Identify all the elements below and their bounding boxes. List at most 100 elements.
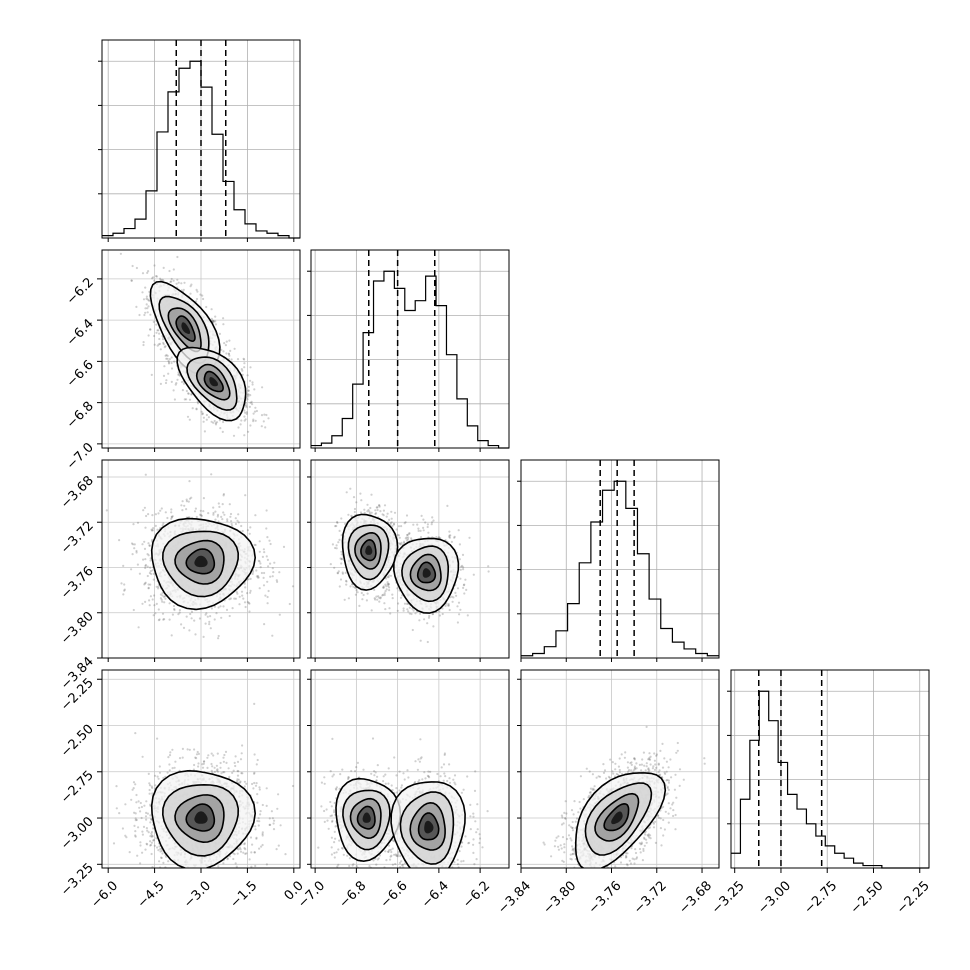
scatter-point [385, 588, 388, 591]
scatter-point [396, 533, 399, 537]
scatter-point [118, 539, 121, 542]
scatter-point [222, 511, 225, 514]
scatter-point [119, 252, 122, 255]
scatter-point [215, 421, 219, 424]
scatter-point [382, 514, 385, 517]
scatter-point [319, 583, 321, 585]
scatter-point [243, 358, 246, 361]
scatter-point [213, 605, 216, 608]
scatter-point [267, 417, 270, 420]
scatter-point [147, 334, 150, 337]
scatter-point [214, 422, 217, 425]
scatter-point [268, 539, 271, 542]
scatter-point [165, 379, 168, 382]
scatter-point [213, 618, 216, 621]
scatter-point [185, 615, 188, 618]
scatter-point [163, 365, 166, 368]
scatter-point [247, 395, 250, 398]
scatter-point [378, 600, 381, 603]
scatter-point [172, 389, 175, 392]
scatter-point [164, 595, 167, 598]
scatter-point [159, 593, 162, 596]
scatter-point [256, 574, 260, 578]
scatter-point [177, 281, 180, 284]
scatter-point [155, 275, 158, 278]
scatter-point [153, 343, 156, 346]
scatter-point [228, 598, 231, 601]
scatter-point [422, 518, 425, 521]
scatter-point [384, 590, 387, 593]
scatter-point [208, 620, 211, 624]
histogram-panel-1 [307, 249, 510, 449]
scatter-point [378, 596, 381, 599]
scatter-point [263, 571, 266, 575]
scatter-point [345, 491, 348, 494]
scatter-point [240, 590, 244, 593]
scatter-point [487, 565, 490, 568]
scatter-point [408, 532, 411, 535]
scatter-point [388, 586, 391, 589]
scatter-point [157, 619, 160, 622]
scatter-point [341, 572, 344, 575]
scatter-point [249, 589, 252, 593]
scatter-point [130, 279, 133, 282]
scatter-point [244, 586, 247, 589]
scatter-point [202, 635, 205, 639]
scatter-point [162, 618, 165, 621]
scatter-point [209, 615, 212, 618]
scatter-point [190, 617, 193, 620]
scatter-point [195, 408, 198, 411]
scatter-point [249, 379, 252, 382]
scatter-point [383, 602, 386, 605]
scatter-point [447, 604, 450, 607]
scatter-point [163, 346, 166, 349]
scatter-point [265, 527, 268, 530]
scatter-point [465, 588, 468, 592]
scatter-point [214, 323, 217, 326]
scatter-point [271, 575, 274, 578]
scatter-point [405, 539, 408, 542]
scatter-point [186, 415, 190, 418]
scatter-point [383, 593, 386, 597]
scatter-point [377, 595, 380, 598]
scatter-point [334, 546, 337, 550]
scatter-point [410, 612, 413, 616]
scatter-point [147, 587, 150, 590]
scatter-point [167, 359, 170, 363]
scatter-point [406, 533, 409, 537]
scatter-point [123, 583, 126, 586]
scatter-point [162, 343, 165, 346]
scatter-point [183, 281, 186, 284]
scatter-point [142, 558, 145, 561]
scatter-point [278, 613, 281, 616]
scatter-point [223, 342, 226, 345]
scatter-point [147, 299, 150, 302]
scatter-point [147, 586, 150, 590]
scatter-point [200, 410, 203, 413]
scatter-point [267, 589, 270, 593]
scatter-point [163, 618, 166, 621]
scatter-point [136, 521, 140, 524]
scatter-point [142, 343, 145, 347]
scatter-point [130, 542, 134, 545]
scatter-point [389, 521, 392, 525]
scatter-point [353, 510, 356, 514]
scatter-point [214, 320, 217, 323]
scatter-point [265, 413, 268, 417]
scatter-point [195, 300, 198, 303]
scatter-point [212, 421, 215, 424]
scatter-point [162, 341, 165, 344]
scatter-point [338, 529, 341, 533]
scatter-point [219, 605, 222, 608]
scatter-point [228, 503, 231, 506]
scatter-point [265, 509, 268, 512]
scatter-point [262, 420, 265, 423]
scatter-point [263, 623, 266, 626]
scatter-point [249, 591, 252, 594]
scatter-point [248, 602, 251, 605]
scatter-point [234, 597, 237, 600]
scatter-point [122, 564, 125, 568]
scatter-point [227, 353, 231, 356]
scatter-point [151, 277, 154, 280]
scatter-point [407, 536, 410, 539]
